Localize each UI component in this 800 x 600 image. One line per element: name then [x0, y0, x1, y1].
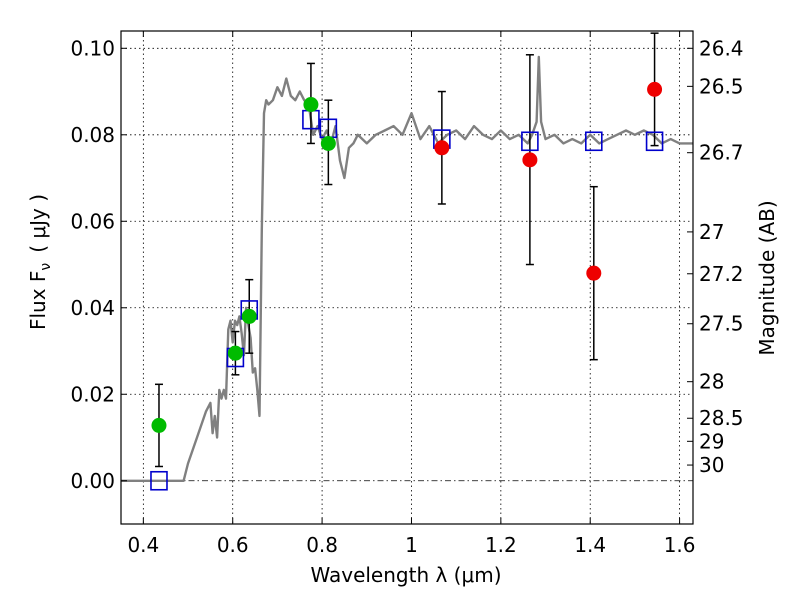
data-point: [320, 135, 336, 151]
y-tick-label: 0.10: [70, 36, 115, 60]
y-axis-label-main: Flux F: [26, 271, 50, 330]
mag-tick-label: 26.5: [699, 74, 744, 98]
data-point: [586, 265, 602, 281]
x-tick-label: 0.6: [217, 533, 249, 557]
x-tick-label: 1.4: [574, 533, 606, 557]
mag-tick-label: 30: [699, 453, 724, 477]
x-tick-label: 0.8: [306, 533, 338, 557]
mag-tick-label: 27.2: [699, 262, 744, 286]
y-tick-label: 0.08: [70, 123, 115, 147]
model-square: [645, 131, 664, 152]
y-axis-label: Flux Fν ( μJy ): [26, 194, 54, 330]
x-tick-label: 0.4: [127, 533, 159, 557]
mag-tick-label: 26.4: [699, 36, 744, 60]
mag-tick-label: 26.7: [699, 141, 744, 165]
y-tick-label: 0.06: [70, 209, 115, 233]
y-axis-label-unit: ( μJy ): [26, 194, 50, 253]
mag-tick-label: 28.5: [699, 406, 744, 430]
model-square: [150, 470, 168, 491]
data-point: [647, 81, 663, 97]
mag-tick-label: 27.5: [699, 312, 744, 336]
plot-area: [121, 32, 693, 491]
y-tick-label: 0.04: [70, 296, 115, 320]
x-axis-label: Wavelength λ (μm): [310, 563, 501, 587]
model-square: [584, 131, 603, 152]
y-tick-label: 0.00: [70, 469, 115, 493]
x-tick-label: 1.2: [485, 533, 517, 557]
data-point: [522, 152, 538, 168]
plot-frame: [120, 30, 694, 525]
data-point: [241, 308, 257, 324]
data-point: [303, 97, 319, 113]
x-tick-label: 1.6: [664, 533, 696, 557]
model-square: [521, 131, 539, 152]
ticks: 0.4 0.6 0.8 1 1.2 1.4 1.6 0.00 0.02 0.04 0.06 0.08 0…: [70, 31, 744, 557]
y-axis-label-sub: ν: [38, 263, 54, 271]
x-tick-label: 1: [405, 533, 418, 557]
mag-tick-label: 29: [699, 429, 724, 453]
y-tick-label: 0.02: [70, 382, 115, 406]
mag-tick-label: 27: [699, 220, 724, 244]
data-point: [434, 140, 450, 156]
y2-axis-label: Magnitude (AB): [755, 200, 779, 355]
mag-tick-label: 28: [699, 370, 724, 394]
data-point: [227, 345, 243, 361]
data-point: [151, 417, 167, 433]
